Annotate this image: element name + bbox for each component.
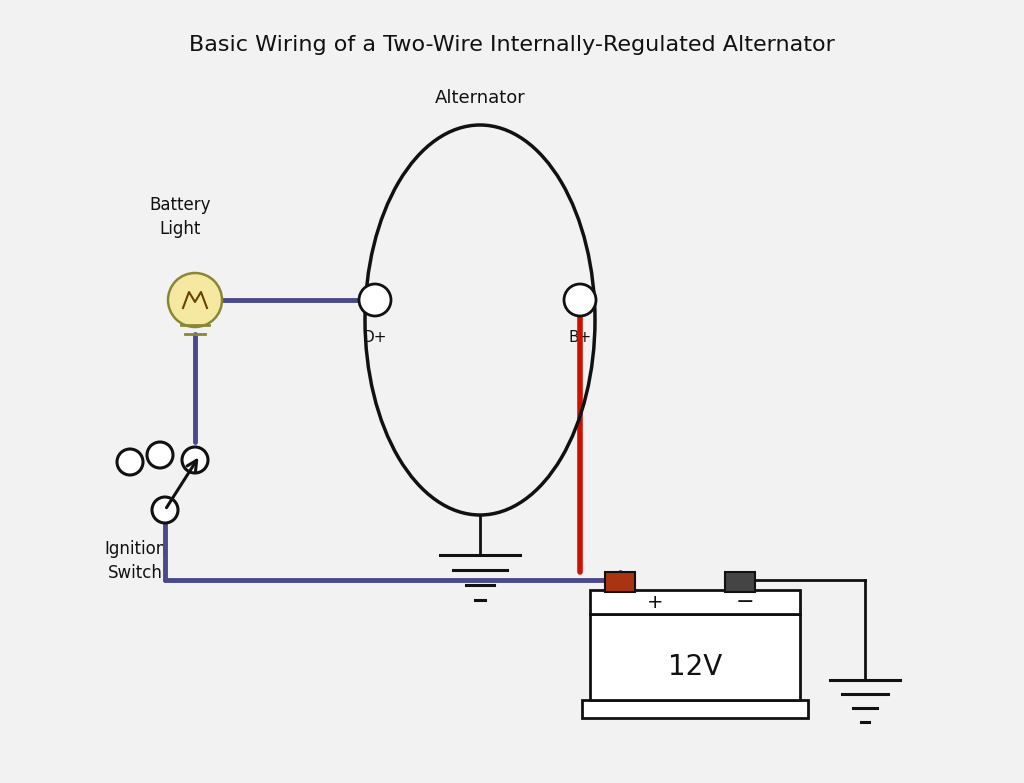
Circle shape [359, 284, 391, 316]
Text: Basic Wiring of a Two-Wire Internally-Regulated Alternator: Basic Wiring of a Two-Wire Internally-Re… [189, 35, 835, 55]
Text: Battery
Light: Battery Light [150, 197, 211, 238]
Text: 12V: 12V [668, 653, 722, 681]
Circle shape [152, 497, 178, 523]
Text: Alternator: Alternator [434, 89, 525, 107]
Text: B+: B+ [568, 330, 592, 345]
Circle shape [182, 447, 208, 473]
Text: −: − [735, 592, 755, 612]
Bar [605, 572, 635, 592]
Bar [725, 572, 755, 592]
Circle shape [117, 449, 143, 475]
Circle shape [564, 284, 596, 316]
Bar [590, 614, 800, 700]
Text: D+: D+ [362, 330, 387, 345]
Bar [582, 700, 808, 718]
Circle shape [147, 442, 173, 468]
Text: Ignition
Switch: Ignition Switch [103, 540, 166, 582]
Text: +: + [647, 593, 664, 612]
Circle shape [168, 273, 222, 327]
Bar [590, 590, 800, 614]
